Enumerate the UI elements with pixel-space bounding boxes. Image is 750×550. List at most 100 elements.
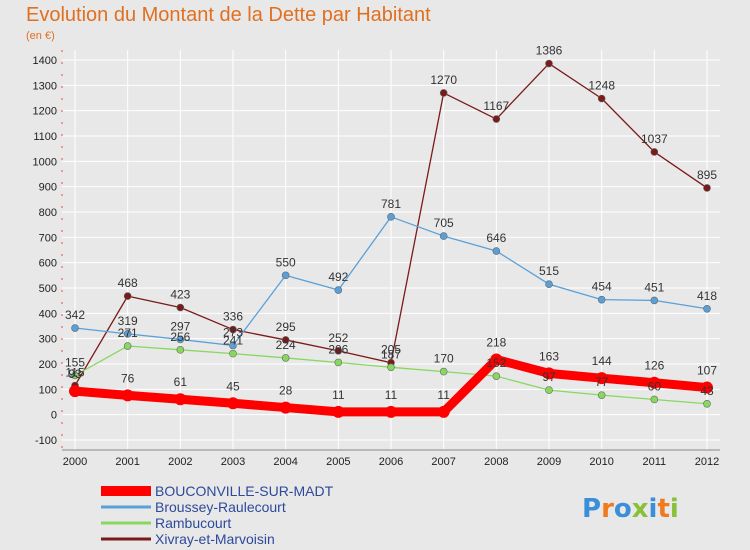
- legend-entry: Broussey-Raulecourt: [155, 499, 286, 515]
- y-tick-label: 800: [39, 207, 57, 219]
- data-label: 515: [539, 264, 559, 278]
- data-point: [174, 393, 187, 406]
- data-label: 241: [223, 334, 243, 348]
- data-label: 11: [437, 388, 450, 402]
- data-point: [123, 342, 132, 350]
- data-point: [439, 232, 448, 240]
- data-point: [387, 363, 395, 372]
- data-label: 252: [328, 331, 348, 345]
- data-label: 93: [68, 367, 82, 381]
- data-point: [123, 292, 132, 300]
- data-label: 1270: [430, 73, 457, 87]
- data-point: [545, 59, 553, 68]
- data-label: 646: [486, 231, 506, 245]
- y-tick-label: 0: [51, 410, 57, 422]
- data-label: 336: [223, 310, 243, 324]
- data-label: 61: [174, 375, 188, 389]
- data-point: [545, 386, 553, 394]
- data-label: 97: [542, 370, 556, 384]
- data-label: 187: [381, 347, 401, 361]
- data-point: [597, 295, 606, 304]
- data-label: 60: [648, 379, 662, 393]
- data-point: [648, 376, 661, 389]
- legend-entry: BOUCONVILLE-SUR-MADT: [155, 483, 334, 499]
- x-tick-label: 2003: [221, 456, 245, 468]
- data-point: [69, 385, 81, 398]
- data-point: [597, 391, 606, 399]
- x-tick-label: 2004: [273, 456, 297, 468]
- data-point: [281, 336, 290, 344]
- y-tick-label: 300: [39, 334, 57, 346]
- data-point: [492, 115, 501, 123]
- data-point: [595, 372, 608, 385]
- data-label: 1386: [536, 44, 563, 58]
- y-tick-label: 1200: [33, 106, 57, 118]
- chart-subtitle: (en €): [26, 30, 55, 42]
- data-label: 550: [276, 255, 296, 269]
- data-label: 218: [486, 335, 506, 349]
- data-point: [439, 89, 448, 97]
- data-point: [387, 213, 395, 221]
- data-point: [385, 405, 397, 418]
- data-label: 418: [697, 289, 717, 303]
- y-tick-label: -100: [35, 435, 57, 447]
- x-tick-label: 2001: [115, 456, 139, 468]
- data-label: 342: [65, 308, 85, 322]
- data-point: [650, 296, 659, 305]
- data-point: [703, 399, 711, 408]
- x-tick-label: 2011: [643, 456, 667, 468]
- data-label: 163: [539, 349, 559, 363]
- legend-entry: Xivray-et-Marvoisin: [155, 531, 275, 547]
- data-point: [334, 347, 343, 355]
- data-point: [437, 405, 450, 418]
- data-point: [71, 324, 79, 332]
- data-label: 273: [223, 326, 243, 340]
- y-tick-label: 1000: [33, 156, 57, 168]
- data-point: [492, 247, 501, 255]
- y-tick-label: 600: [39, 258, 57, 270]
- legend-entry: Rambucourt: [155, 515, 231, 531]
- data-point: [71, 371, 79, 380]
- data-label: 271: [118, 326, 138, 340]
- data-label: 451: [644, 280, 664, 294]
- data-point: [332, 405, 345, 418]
- data-point: [545, 280, 553, 289]
- x-tick-label: 2012: [695, 456, 719, 468]
- data-point: [334, 358, 343, 367]
- data-label: 206: [328, 342, 348, 356]
- data-point: [703, 304, 711, 313]
- data-label: 454: [592, 280, 612, 294]
- data-label: 107: [697, 364, 717, 378]
- legend-swatch: [101, 521, 151, 525]
- data-label: 76: [121, 371, 135, 385]
- data-label: 155: [65, 355, 85, 369]
- data-point: [123, 330, 132, 338]
- y-tick-label: 1300: [33, 80, 57, 92]
- y-tick-label: 200: [39, 359, 57, 371]
- data-label: 205: [381, 343, 401, 357]
- data-label: 1248: [588, 79, 615, 93]
- data-point: [650, 148, 659, 156]
- data-label: 297: [170, 319, 190, 333]
- data-label: 781: [381, 197, 401, 211]
- data-label: 11: [332, 388, 345, 402]
- data-point: [439, 367, 448, 376]
- data-label: 28: [279, 384, 293, 398]
- chart-title: Evolution du Montant de la Dette par Hab…: [26, 4, 431, 26]
- data-point: [279, 401, 292, 414]
- data-label: 705: [434, 216, 454, 230]
- x-tick-label: 2008: [484, 456, 508, 468]
- data-point: [334, 286, 343, 294]
- data-point: [176, 335, 185, 344]
- x-tick-label: 2009: [537, 456, 561, 468]
- legend-swatch: [101, 486, 151, 496]
- data-point: [490, 353, 503, 366]
- data-point: [281, 354, 290, 362]
- data-point: [176, 303, 185, 312]
- data-label: 126: [644, 359, 664, 373]
- data-label: 468: [118, 276, 138, 290]
- legend-swatch: [101, 537, 151, 541]
- data-point: [121, 389, 134, 402]
- y-tick-label: 400: [39, 308, 57, 320]
